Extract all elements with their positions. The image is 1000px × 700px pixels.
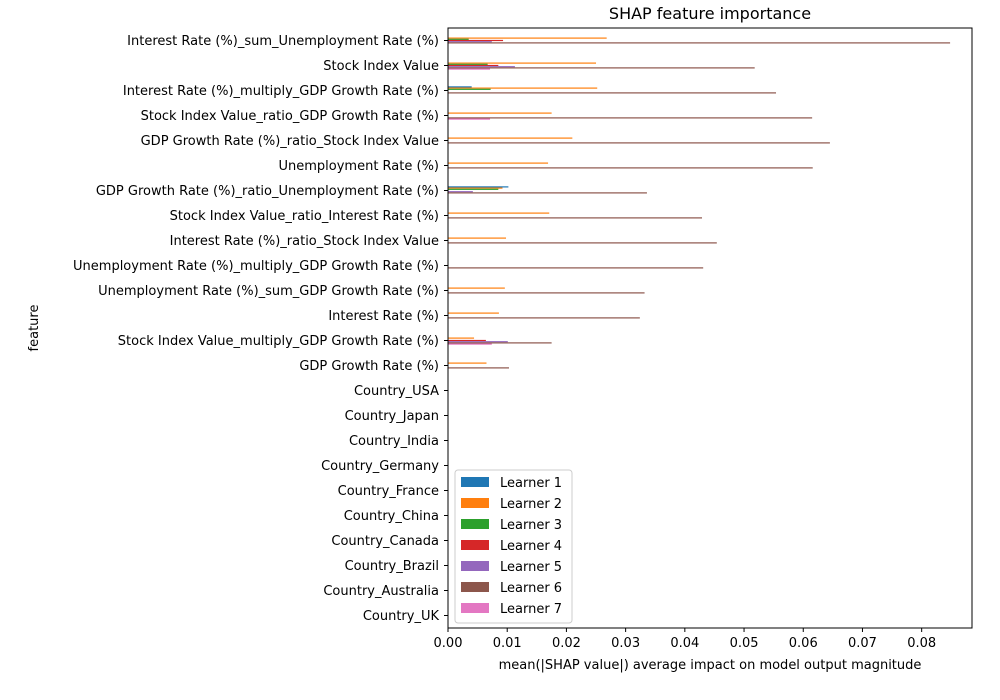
bar-learner-6-5 — [448, 167, 813, 169]
bar-learner-2-0 — [448, 37, 607, 39]
bar-learner-5-6 — [448, 191, 473, 193]
bars-group — [448, 37, 951, 369]
legend-label: Learner 6 — [500, 581, 562, 596]
legend-swatch — [461, 582, 489, 592]
bar-learner-2-5 — [448, 162, 549, 164]
y-tick-label: Country_Germany — [321, 459, 439, 474]
bar-learner-2-12 — [448, 337, 475, 339]
plot-frame — [447, 27, 973, 629]
bar-learner-6-7 — [448, 217, 703, 219]
bar-learner-2-6 — [448, 187, 503, 189]
bar-learner-3-1 — [448, 63, 488, 65]
x-tick-label: 0.03 — [611, 636, 640, 651]
y-tick-label: Country_Brazil — [345, 559, 439, 574]
x-axis-label: mean(|SHAP value|) average impact on mod… — [499, 658, 922, 673]
legend-swatch — [461, 540, 489, 550]
y-tick-label: Country_USA — [354, 384, 439, 399]
bar-learner-7-12 — [448, 343, 492, 345]
y-tick-label: Country_India — [349, 434, 439, 449]
y-tick-label: Interest Rate (%)_sum_Unemployment Rate … — [127, 34, 439, 49]
y-tick-label: GDP Growth Rate (%) — [299, 359, 439, 374]
bar-learner-7-1 — [448, 68, 491, 70]
legend-label: Learner 5 — [500, 560, 562, 575]
bar-learner-3-0 — [448, 38, 469, 40]
y-tick-label: Country_UK — [363, 609, 440, 624]
y-tick-label: Unemployment Rate (%)_multiply_GDP Growt… — [73, 259, 439, 274]
bar-learner-2-13 — [448, 362, 487, 364]
bar-learner-4-12 — [448, 339, 486, 342]
y-tick-label: Country_France — [338, 484, 439, 499]
x-tick-label: 0.08 — [907, 636, 936, 651]
bar-learner-7-3 — [448, 118, 491, 120]
bar-learner-4-0 — [448, 39, 504, 42]
x-tick-label: 0.07 — [848, 636, 877, 651]
bar-learner-6-13 — [448, 367, 509, 369]
y-tick-label: GDP Growth Rate (%)_ratio_Unemployment R… — [96, 184, 439, 199]
legend-label: Learner 2 — [500, 497, 562, 512]
bar-learner-2-2 — [448, 87, 598, 89]
legend-label: Learner 1 — [500, 476, 562, 491]
y-tick-label: Country_Australia — [323, 584, 439, 599]
legend: Learner 1 Learner 2 Learner 3 Learner 4 Lear… — [454, 469, 573, 624]
legend-swatch — [461, 498, 489, 508]
legend-swatch — [461, 477, 489, 487]
bar-learner-2-11 — [448, 312, 499, 314]
y-tick-label: Stock Index Value_multiply_GDP Growth Ra… — [118, 334, 439, 349]
bar-learner-6-1 — [448, 67, 755, 69]
legend-label: Learner 7 — [500, 602, 562, 617]
bar-learner-2-3 — [448, 112, 552, 114]
x-tick-label: 0.00 — [434, 636, 463, 651]
legend-label: Learner 3 — [500, 518, 562, 533]
y-tick-label: Stock Index Value_ratio_GDP Growth Rate … — [141, 109, 439, 124]
bar-learner-6-6 — [448, 192, 647, 194]
bar-learner-3-6 — [448, 188, 499, 190]
bar-learner-6-11 — [448, 317, 640, 319]
y-tick-label: Stock Index Value_ratio_Interest Rate (%… — [170, 209, 439, 224]
y-axis-label: feature — [27, 305, 42, 352]
chart-title: SHAP feature importance — [609, 4, 811, 23]
x-tick-label: 0.02 — [552, 636, 581, 651]
y-tick-label: Stock Index Value — [323, 59, 439, 74]
y-tick-label: Interest Rate (%)_ratio_Stock Index Valu… — [170, 234, 439, 249]
legend-swatch — [461, 519, 489, 529]
x-tick-label: 0.06 — [789, 636, 818, 651]
legend-label: Learner 4 — [500, 539, 562, 554]
x-tick-label: 0.05 — [730, 636, 759, 651]
bar-learner-6-10 — [448, 292, 645, 294]
bar-learner-6-8 — [448, 242, 717, 244]
bar-learner-4-1 — [448, 64, 499, 67]
y-tick-label: Unemployment Rate (%) — [279, 159, 440, 174]
bar-learner-1-2 — [448, 86, 472, 88]
bar-learner-2-8 — [448, 237, 507, 239]
x-axis-ticks: 0.00 0.01 0.02 0.03 0.04 0.05 0.06 0.07 0.08 — [434, 628, 936, 651]
bar-learner-6-0 — [448, 42, 951, 44]
bar-learner-2-7 — [448, 212, 550, 214]
y-tick-label: Country_Japan — [345, 409, 439, 424]
bar-learner-5-12 — [448, 341, 508, 343]
y-tick-label: Interest Rate (%) — [328, 309, 439, 324]
x-tick-label: 0.01 — [493, 636, 522, 651]
y-tick-label: Interest Rate (%)_multiply_GDP Growth Ra… — [123, 84, 439, 99]
bar-learner-3-2 — [448, 88, 491, 90]
bar-learner-2-1 — [448, 62, 597, 64]
y-axis-ticks: Interest Rate (%)_sum_Unemployment Rate … — [73, 34, 448, 624]
bar-learner-6-4 — [448, 142, 830, 144]
y-tick-label: Country_China — [344, 509, 439, 524]
bar-learner-1-6 — [448, 186, 509, 188]
bar-learner-6-2 — [448, 92, 777, 94]
legend-swatch — [461, 603, 489, 613]
bar-learner-5-0 — [448, 41, 492, 43]
bar-learner-6-3 — [448, 117, 813, 119]
bar-learner-2-4 — [448, 137, 573, 139]
bar-learner-2-10 — [448, 287, 505, 289]
y-tick-label: GDP Growth Rate (%)_ratio_Stock Index Va… — [141, 134, 439, 149]
bar-learner-6-12 — [448, 342, 552, 344]
bar-learner-6-9 — [448, 267, 704, 269]
legend-swatch — [461, 561, 489, 571]
bar-learner-5-1 — [448, 66, 515, 68]
y-tick-label: Unemployment Rate (%)_sum_GDP Growth Rat… — [98, 284, 439, 299]
y-tick-label: Country_Canada — [331, 534, 439, 549]
x-tick-label: 0.04 — [670, 636, 699, 651]
